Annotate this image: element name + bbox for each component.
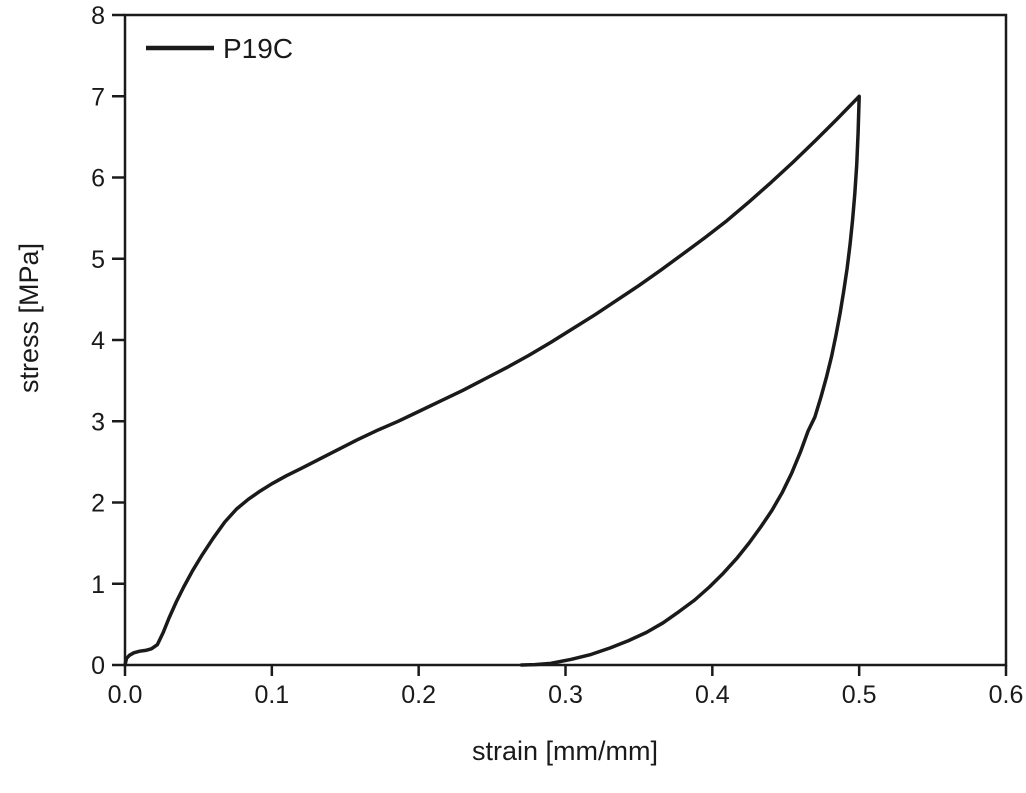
y-tick-label: 1 bbox=[91, 571, 105, 599]
y-axis-ticks: 0 1 2 3 4 5 6 7 8 bbox=[91, 2, 125, 680]
x-axis-label: strain [mm/mm] bbox=[472, 736, 658, 766]
x-tick-label: 0.2 bbox=[401, 681, 436, 709]
x-tick-label: 0.4 bbox=[695, 681, 730, 709]
y-tick-label: 8 bbox=[91, 2, 105, 30]
plot-border bbox=[123, 13, 1008, 667]
y-tick-label: 6 bbox=[91, 165, 105, 193]
y-tick-label: 5 bbox=[91, 246, 105, 274]
x-tick-label: 0.0 bbox=[108, 681, 143, 709]
y-tick-label: 4 bbox=[91, 327, 105, 355]
x-tick-label: 0.5 bbox=[842, 681, 877, 709]
x-tick-label: 0.1 bbox=[254, 681, 289, 709]
y-tick-label: 2 bbox=[91, 490, 105, 518]
legend: P19C bbox=[146, 33, 293, 64]
x-axis-ticks: 0.0 0.1 0.2 0.3 0.4 0.5 0.6 bbox=[108, 665, 1024, 709]
y-tick-label: 7 bbox=[91, 83, 105, 111]
x-tick-label: 0.6 bbox=[989, 681, 1024, 709]
legend-label: P19C bbox=[223, 33, 293, 64]
y-tick-label: 3 bbox=[91, 408, 105, 436]
x-tick-label: 0.3 bbox=[548, 681, 583, 709]
y-axis-label: stress [MPa] bbox=[14, 243, 44, 393]
y-tick-label: 0 bbox=[91, 652, 105, 680]
stress-strain-curve bbox=[123, 94, 861, 667]
